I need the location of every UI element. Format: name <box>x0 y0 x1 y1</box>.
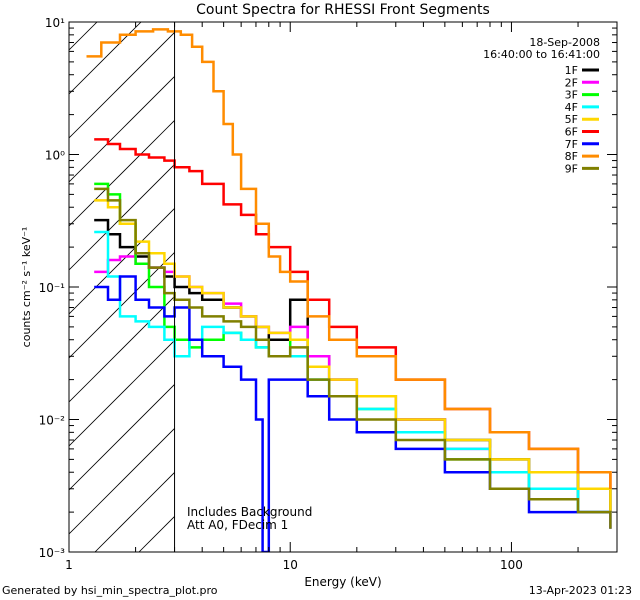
legend-label: 4F <box>565 101 578 114</box>
hatch-line <box>69 75 175 183</box>
hatch-line <box>69 119 175 227</box>
legend-label: 9F <box>565 162 578 175</box>
hatch-line <box>69 31 175 139</box>
series-6f-line <box>94 138 612 489</box>
annotation-background: Includes Background <box>187 505 312 519</box>
x-tick-label: 100 <box>500 558 523 572</box>
hatch-line <box>69 383 175 491</box>
series-5f-line <box>94 199 612 513</box>
footer-timestamp: 13-Apr-2023 01:23 <box>528 584 632 597</box>
y-tick-label: 10⁻³ <box>39 546 66 560</box>
background-hatch-region <box>69 22 175 552</box>
y-tick-label: 10⁻² <box>39 414 66 428</box>
legend-label: 1F <box>565 64 578 77</box>
axis-ticks <box>68 21 618 553</box>
x-tick-label: 1 <box>65 558 73 572</box>
series-7f-line <box>94 275 612 552</box>
y-tick-label: 10⁰ <box>45 149 65 163</box>
legend-label: 2F <box>565 76 578 89</box>
legend-label: 7F <box>565 138 578 151</box>
x-tick-labels: 1 10 100 <box>65 558 523 572</box>
series-2f-line <box>94 255 611 514</box>
series-9f-line <box>94 187 612 529</box>
y-tick-label: 10¹ <box>45 16 65 30</box>
series-4f-line <box>94 230 611 514</box>
series-3f-line <box>94 182 611 514</box>
footer-generated-by: Generated by hsi_min_spectra_plot.pro <box>2 584 218 597</box>
y-tick-label: 10⁻¹ <box>39 281 66 295</box>
legend-label: 6F <box>565 126 578 139</box>
x-axis-label: Energy (keV) <box>304 575 381 589</box>
legend-label: 8F <box>565 150 578 163</box>
y-tick-labels: 10¹ 10⁰ 10⁻¹ 10⁻² 10⁻³ <box>39 16 66 560</box>
y-axis-label: counts cm⁻² s⁻¹ keV⁻¹ <box>20 227 33 348</box>
hatch-line <box>138 515 175 552</box>
series-8f-line <box>86 28 612 489</box>
legend-label: 5F <box>565 113 578 126</box>
legend-label: 3F <box>565 89 578 102</box>
chart-title: Count Spectra for RHESSI Front Segments <box>196 2 490 18</box>
series-group <box>86 28 612 552</box>
legend-date: 18-Sep-2008 <box>529 36 600 49</box>
hatch-line <box>94 471 175 552</box>
legend-time-range: 16:40:00 to 16:41:00 <box>483 48 600 61</box>
annotation-attenuator: Att A0, FDecim 1 <box>187 518 288 532</box>
x-tick-label: 10 <box>283 558 298 572</box>
